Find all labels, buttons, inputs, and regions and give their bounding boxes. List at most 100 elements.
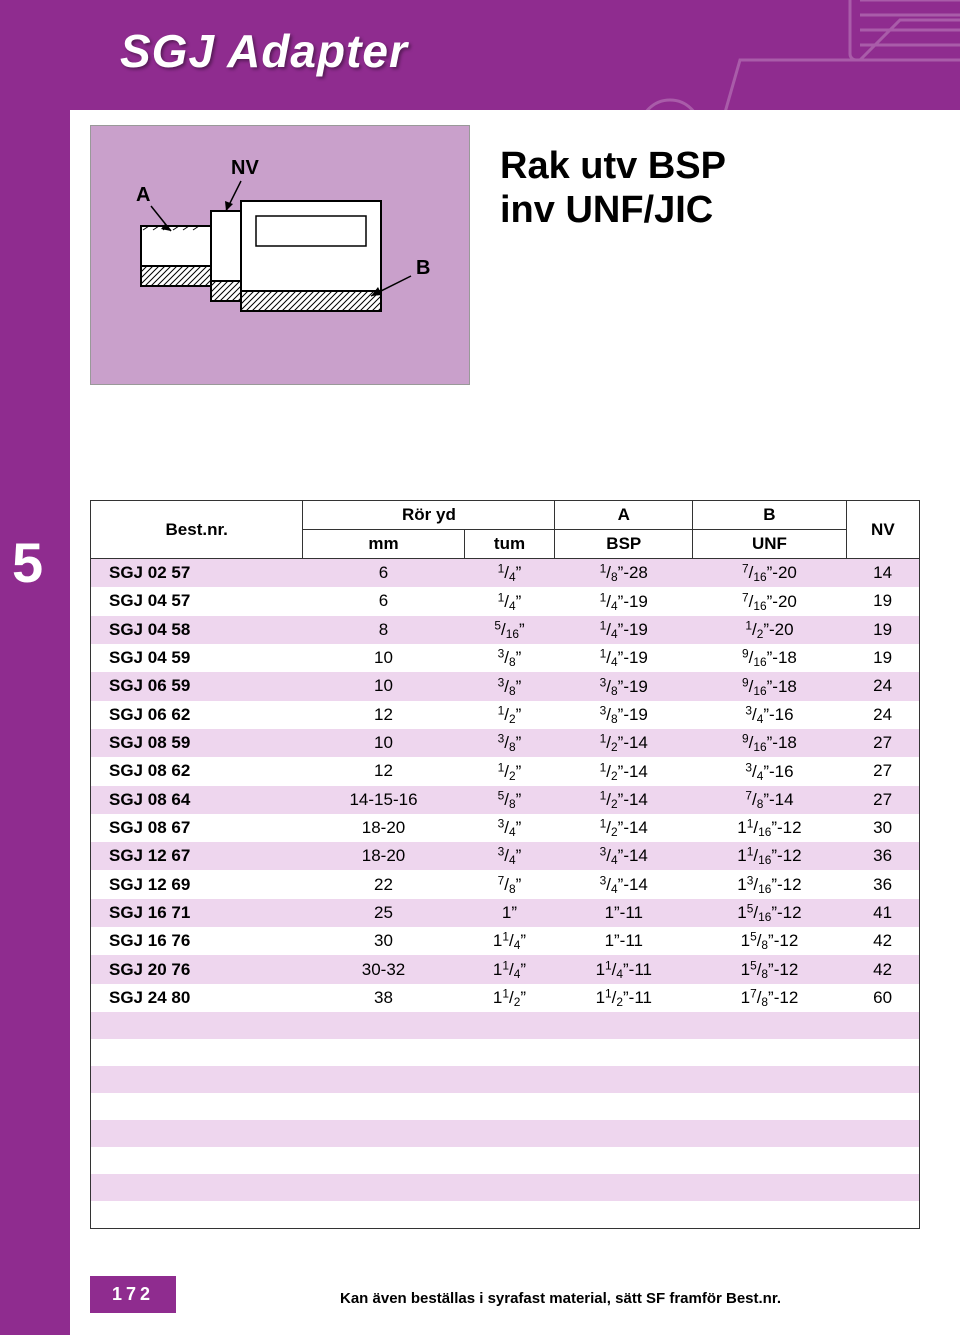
subtitle-line2: inv UNF/JIC <box>500 189 713 231</box>
table-row: SGJ 04 5761/4”1/4”-197/16”-2019 <box>91 587 919 615</box>
cell-nr: SGJ 08 67 <box>91 814 303 842</box>
table-row <box>91 1039 919 1066</box>
cell-nv: 27 <box>846 757 919 785</box>
diagram-label-nv: NV <box>231 157 259 179</box>
cell-nv: 36 <box>846 870 919 898</box>
table-row: SGJ 12 69227/8”3/4”-1413/16”-1236 <box>91 870 919 898</box>
col-a: A <box>555 501 693 530</box>
table-row <box>91 1120 919 1147</box>
cell-bsp: 1/2”-14 <box>555 814 693 842</box>
cell-nr: SGJ 20 76 <box>91 955 303 983</box>
table-row: SGJ 24 803811/2”11/2”-1117/8”-1260 <box>91 984 919 1012</box>
cell-mm: 10 <box>303 672 464 700</box>
cell-nv: 24 <box>846 672 919 700</box>
cell-tum: 5/16” <box>464 616 555 644</box>
col-mm: mm <box>303 530 464 559</box>
diagram-label-a: A <box>136 184 150 206</box>
cell-unf: 15/16”-12 <box>693 899 847 927</box>
header-band: SGJ Adapter <box>0 0 960 110</box>
cell-nv: 14 <box>846 559 919 588</box>
col-unf: UNF <box>693 530 847 559</box>
cell-nv: 24 <box>846 701 919 729</box>
cell-nr: SGJ 12 67 <box>91 842 303 870</box>
cell-unf: 11/16”-12 <box>693 814 847 842</box>
cell-mm: 18-20 <box>303 814 464 842</box>
cell-unf: 7/16”-20 <box>693 587 847 615</box>
table-row: SGJ 08 59103/8”1/2”-149/16”-1827 <box>91 729 919 757</box>
cell-tum: 1/4” <box>464 587 555 615</box>
col-tum: tum <box>464 530 555 559</box>
cell-mm: 6 <box>303 559 464 588</box>
cell-tum: 3/8” <box>464 672 555 700</box>
table-row: SGJ 08 6718-203/4”1/2”-1411/16”-1230 <box>91 814 919 842</box>
spec-table: Best.nr. Rör yd A B NV mm tum BSP UNF SG… <box>90 500 920 1229</box>
cell-tum: 3/8” <box>464 729 555 757</box>
cell-nv: 19 <box>846 587 919 615</box>
cell-unf: 15/8”-12 <box>693 955 847 983</box>
cell-mm: 25 <box>303 899 464 927</box>
cell-bsp: 11/2”-11 <box>555 984 693 1012</box>
table-body: SGJ 02 5761/4”1/8”-287/16”-2014SGJ 04 57… <box>91 559 919 1229</box>
cell-nv: 27 <box>846 786 919 814</box>
cell-nr: SGJ 24 80 <box>91 984 303 1012</box>
cell-nr: SGJ 16 71 <box>91 899 303 927</box>
table-row: SGJ 02 5761/4”1/8”-287/16”-2014 <box>91 559 919 588</box>
cell-mm: 22 <box>303 870 464 898</box>
cell-nv: 19 <box>846 644 919 672</box>
cell-nv: 19 <box>846 616 919 644</box>
cell-nr: SGJ 02 57 <box>91 559 303 588</box>
cell-tum: 11/4” <box>464 955 555 983</box>
cell-unf: 9/16”-18 <box>693 672 847 700</box>
table-row: SGJ 20 7630-3211/4”11/4”-1115/8”-1242 <box>91 955 919 983</box>
cell-nv: 42 <box>846 955 919 983</box>
cell-unf: 9/16”-18 <box>693 729 847 757</box>
table-row <box>91 1012 919 1039</box>
cell-nv: 27 <box>846 729 919 757</box>
col-roryd: Rör yd <box>303 501 555 530</box>
cell-mm: 14-15-16 <box>303 786 464 814</box>
page-number: 172 <box>90 1276 176 1313</box>
cell-mm: 10 <box>303 729 464 757</box>
cell-mm: 30 <box>303 927 464 955</box>
cell-mm: 10 <box>303 644 464 672</box>
cell-bsp: 3/4”-14 <box>555 870 693 898</box>
cell-bsp: 1/4”-19 <box>555 644 693 672</box>
table-head: Best.nr. Rör yd A B NV mm tum BSP UNF <box>91 501 919 559</box>
col-nv: NV <box>846 501 919 559</box>
cell-mm: 8 <box>303 616 464 644</box>
cell-mm: 38 <box>303 984 464 1012</box>
cell-mm: 30-32 <box>303 955 464 983</box>
cell-nv: 30 <box>846 814 919 842</box>
cell-bsp: 11/4”-11 <box>555 955 693 983</box>
cell-unf: 3/4”-16 <box>693 757 847 785</box>
cell-nr: SGJ 08 59 <box>91 729 303 757</box>
cell-nr: SGJ 04 58 <box>91 616 303 644</box>
cell-tum: 1” <box>464 899 555 927</box>
cell-bsp: 1”-11 <box>555 927 693 955</box>
cell-bsp: 1”-11 <box>555 899 693 927</box>
table-row <box>91 1093 919 1120</box>
cell-unf: 1/2”-20 <box>693 616 847 644</box>
cell-tum: 1/2” <box>464 757 555 785</box>
cell-nr: SGJ 16 76 <box>91 927 303 955</box>
cell-tum: 3/8” <box>464 644 555 672</box>
cell-tum: 3/4” <box>464 842 555 870</box>
cell-bsp: 1/4”-19 <box>555 587 693 615</box>
cell-nr: SGJ 04 57 <box>91 587 303 615</box>
table-row <box>91 1201 919 1228</box>
cell-nr: SGJ 08 64 <box>91 786 303 814</box>
cell-nr: SGJ 06 59 <box>91 672 303 700</box>
table-row: SGJ 12 6718-203/4”3/4”-1411/16”-1236 <box>91 842 919 870</box>
subtitle-line1: Rak utv BSP <box>500 145 726 187</box>
cell-unf: 11/16”-12 <box>693 842 847 870</box>
cell-tum: 1/2” <box>464 701 555 729</box>
table-row <box>91 1066 919 1093</box>
cell-nv: 41 <box>846 899 919 927</box>
cell-bsp: 3/8”-19 <box>555 701 693 729</box>
subtitle: Rak utv BSP inv UNF/JIC <box>500 145 726 232</box>
cell-mm: 18-20 <box>303 842 464 870</box>
table-row: SGJ 04 59103/8”1/4”-199/16”-1819 <box>91 644 919 672</box>
cell-bsp: 3/8”-19 <box>555 672 693 700</box>
table-row: SGJ 16 763011/4”1”-1115/8”-1242 <box>91 927 919 955</box>
left-band <box>0 110 70 1335</box>
